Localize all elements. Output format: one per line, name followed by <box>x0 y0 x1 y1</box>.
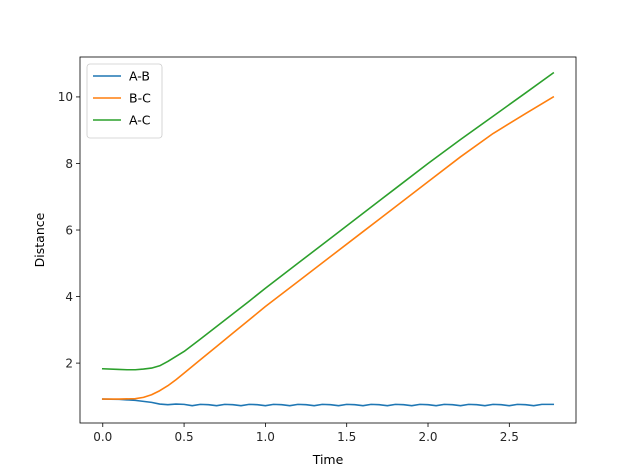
y-tick-label: 2 <box>65 356 73 370</box>
y-axis-label: Distance <box>32 212 47 267</box>
legend: A-B B-C A-C <box>86 63 163 139</box>
x-tick-label: 1.0 <box>256 430 275 444</box>
legend-label: A-B <box>129 69 150 84</box>
x-axis-label: Time <box>312 452 344 467</box>
y-tick-label: 10 <box>58 90 73 104</box>
legend-label: A-C <box>129 113 151 128</box>
axes-frame <box>79 56 577 424</box>
y-tick-label: 6 <box>65 223 73 237</box>
x-tick-label: 1.5 <box>337 430 356 444</box>
axes: 0.0 0.5 1.0 1.5 2.0 2.5 2 4 6 8 10 <box>58 56 577 444</box>
y-tick-label: 4 <box>65 290 73 304</box>
x-tick-label: 2.5 <box>500 430 519 444</box>
series-line-b-c <box>101 95 555 400</box>
x-tick-label: 0.0 <box>93 430 112 444</box>
plot-area <box>101 71 555 407</box>
x-tick-label: 0.5 <box>175 430 194 444</box>
series-line-a-b <box>101 398 555 407</box>
legend-label: B-C <box>129 91 151 106</box>
series-line-a-c <box>101 71 555 371</box>
y-tick-label: 8 <box>65 157 73 171</box>
x-tick-label: 2.0 <box>418 430 437 444</box>
